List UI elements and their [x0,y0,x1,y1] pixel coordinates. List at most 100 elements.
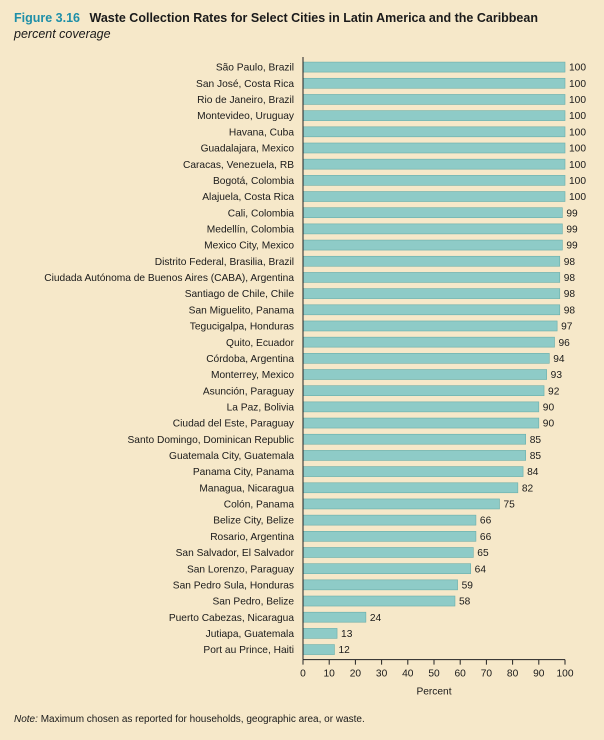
data-label: 98 [564,257,576,268]
category-label: Caracas, Venezuela, RB [183,160,294,171]
bar [302,191,566,202]
category-label: Ciudada Autónoma de Buenos Aires (CABA),… [44,273,294,284]
data-label: 13 [341,629,353,640]
chart-title: Waste Collection Rates for Select Cities… [89,11,538,25]
bar [302,353,550,364]
data-label: 82 [522,483,534,494]
data-label: 24 [370,613,382,624]
data-label: 99 [566,224,578,235]
data-label: 96 [559,338,571,349]
x-tick-label: 90 [533,669,545,680]
category-label: Jutiapa, Guatemala [206,629,295,640]
bar [302,369,547,380]
data-label: 12 [338,645,350,656]
data-label: 66 [480,516,492,527]
data-label: 100 [569,176,586,187]
bar [302,255,561,267]
category-label: Bogotá, Colombia [213,176,294,187]
bar [302,611,367,623]
figure-title-line: Figure 3.16 Waste Collection Rates for S… [14,10,594,26]
bar [302,514,477,526]
data-label: 58 [459,597,471,608]
bar [302,158,566,170]
bar [302,94,566,105]
data-label: 94 [553,354,565,365]
data-label: 100 [569,192,586,203]
bar [302,547,474,558]
bar [302,644,335,655]
chart-subtitle: percent coverage [14,27,111,41]
category-label: La Paz, Bolivia [227,402,295,413]
data-label: 98 [564,289,576,300]
bar [302,61,566,73]
data-label: 85 [530,451,542,462]
category-label: Montevideo, Uruguay [197,111,295,122]
chart-note: Note: Maximum chosen as reported for hou… [14,714,365,725]
category-label: San Salvador, El Salvador [176,548,295,559]
data-label: 98 [564,305,576,316]
bar [302,531,477,542]
data-label: 92 [548,386,560,397]
category-label: Cali, Colombia [228,208,295,219]
category-label: São Paulo, Brazil [216,63,294,74]
data-label: 100 [569,63,586,74]
data-label: 98 [564,273,576,284]
data-label: 100 [569,79,586,90]
category-label: Santiago de Chile, Chile [185,289,295,300]
category-label: Tegucigalpa, Honduras [190,322,294,333]
x-tick-label: 70 [481,669,493,680]
bar [302,498,500,510]
category-label: San Miguelito, Panama [189,305,295,316]
bar [302,385,545,396]
category-label: San José, Costa Rica [196,79,294,90]
x-tick-label: 50 [428,669,440,680]
category-label: Mexico City, Mexico [204,241,294,252]
bar [302,563,471,574]
category-label: Port au Prince, Haiti [203,645,294,656]
category-label: Quito, Ecuador [226,338,295,349]
x-tick-label: 0 [300,669,306,680]
bar [302,336,555,348]
bar [302,126,566,138]
category-label: Belize City, Belize [213,516,294,527]
data-label: 66 [480,532,492,543]
category-label: Ciudad del Este, Paraguay [173,419,295,430]
category-label: Rio de Janeiro, Brazil [197,95,294,106]
x-tick-label: 60 [455,669,467,680]
bar [302,466,524,477]
data-label: 100 [569,127,586,138]
x-tick-label: 80 [507,669,519,680]
bar [302,239,563,251]
bar [302,401,540,413]
category-label: San Lorenzo, Paraguay [187,564,295,575]
bar [302,223,563,235]
x-tick-label: 10 [324,669,336,680]
x-tick-label: 40 [402,669,414,680]
bar [302,417,540,429]
category-label: Alajuela, Costa Rica [202,192,294,203]
data-label: 97 [561,322,573,333]
category-label: Asunción, Paraguay [203,386,295,397]
bar [302,207,563,219]
bar [302,579,458,591]
bar [302,450,526,461]
x-tick-label: 30 [376,669,388,680]
bar [302,272,561,283]
data-label: 100 [569,111,586,122]
bar [302,628,338,639]
x-axis-title: Percent [416,687,451,698]
bar [302,320,558,332]
data-label: 99 [566,241,578,252]
bar [302,77,566,89]
data-label: 64 [475,564,487,575]
data-label: 90 [543,419,555,430]
bar [302,142,566,154]
x-tick-label: 20 [350,669,362,680]
category-label: Colón, Panama [224,500,295,511]
data-label: 84 [527,467,539,478]
bar [302,288,561,299]
data-label: 100 [569,95,586,106]
data-label: 59 [462,580,474,591]
chart-header: Figure 3.16 Waste Collection Rates for S… [14,10,594,42]
